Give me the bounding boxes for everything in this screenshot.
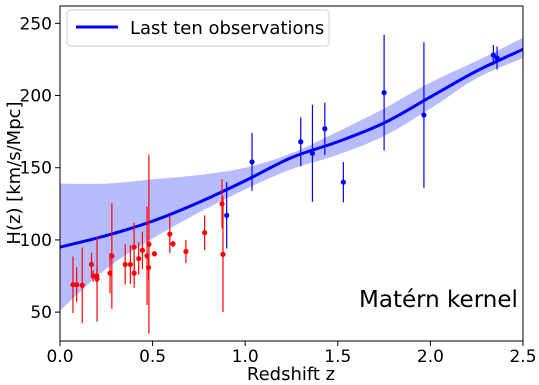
y-tick-label-4: 250 — [20, 14, 52, 34]
blue-data-point-8 — [490, 52, 496, 58]
red-data-point-2 — [79, 282, 85, 288]
y-tick-label-2: 150 — [20, 159, 52, 179]
blue-data-point-9 — [494, 55, 500, 61]
blue-data-point-3 — [309, 150, 316, 156]
legend-box — [66, 9, 330, 47]
red-data-point-9 — [122, 261, 128, 268]
red-data-point-3 — [88, 261, 95, 268]
plot-background — [60, 6, 523, 341]
blue-data-point-1 — [249, 159, 255, 165]
y-tick-label-3: 200 — [20, 87, 52, 107]
red-data-point-10 — [127, 261, 133, 268]
x-tick-label-0: 0.0 — [46, 347, 73, 367]
red-data-point-6 — [94, 276, 100, 282]
x-tick-label-1: 0.5 — [139, 347, 166, 367]
red-data-point-12 — [131, 270, 137, 276]
blue-data-point-5 — [340, 179, 346, 185]
confidence-band — [60, 37, 523, 311]
blue-data-point-7 — [421, 112, 427, 118]
x-tick-label-5: 2.5 — [509, 347, 536, 367]
y-axis-label: H(z) [km/s/Mpc] — [4, 101, 25, 244]
blue-data-point-4 — [322, 126, 328, 132]
x-axis-label: Redshift z — [247, 364, 335, 385]
plot-frame — [59, 5, 524, 342]
red-data-point-14 — [139, 247, 146, 253]
red-data-point-24 — [220, 251, 226, 257]
legend-label: Last ten observations — [130, 18, 324, 39]
red-data-point-8 — [109, 253, 115, 259]
reconstruction-curve — [59, 47, 524, 249]
legend: Last ten observations — [66, 9, 330, 47]
x-tick-label-4: 2.0 — [417, 347, 444, 367]
blue-data-point-6 — [381, 90, 387, 96]
red-data-point-13 — [136, 255, 142, 262]
y-tick-label-1: 100 — [20, 231, 52, 251]
x-tick-label-2: 1.0 — [232, 347, 259, 367]
red-data-point-0 — [70, 282, 76, 288]
kernel-annotation: Matérn kernel — [359, 287, 518, 313]
red-data-point-17 — [146, 241, 152, 247]
red-data-point-23 — [219, 201, 225, 207]
red-data-point-20 — [170, 241, 176, 247]
red-data-point-21 — [183, 248, 189, 255]
red-data-point-11 — [131, 244, 137, 250]
red-data-point-1 — [74, 282, 80, 288]
red-data-point-19 — [167, 231, 173, 237]
red-data-point-4 — [90, 273, 96, 279]
blue-data-point-2 — [298, 139, 304, 145]
y-tick-label-0: 50 — [30, 303, 52, 323]
x-tick-label-3: 1.5 — [324, 347, 351, 367]
red-data-point-22 — [202, 230, 208, 236]
blue-data-point-0 — [224, 212, 230, 218]
red-data-point-18 — [151, 251, 158, 257]
